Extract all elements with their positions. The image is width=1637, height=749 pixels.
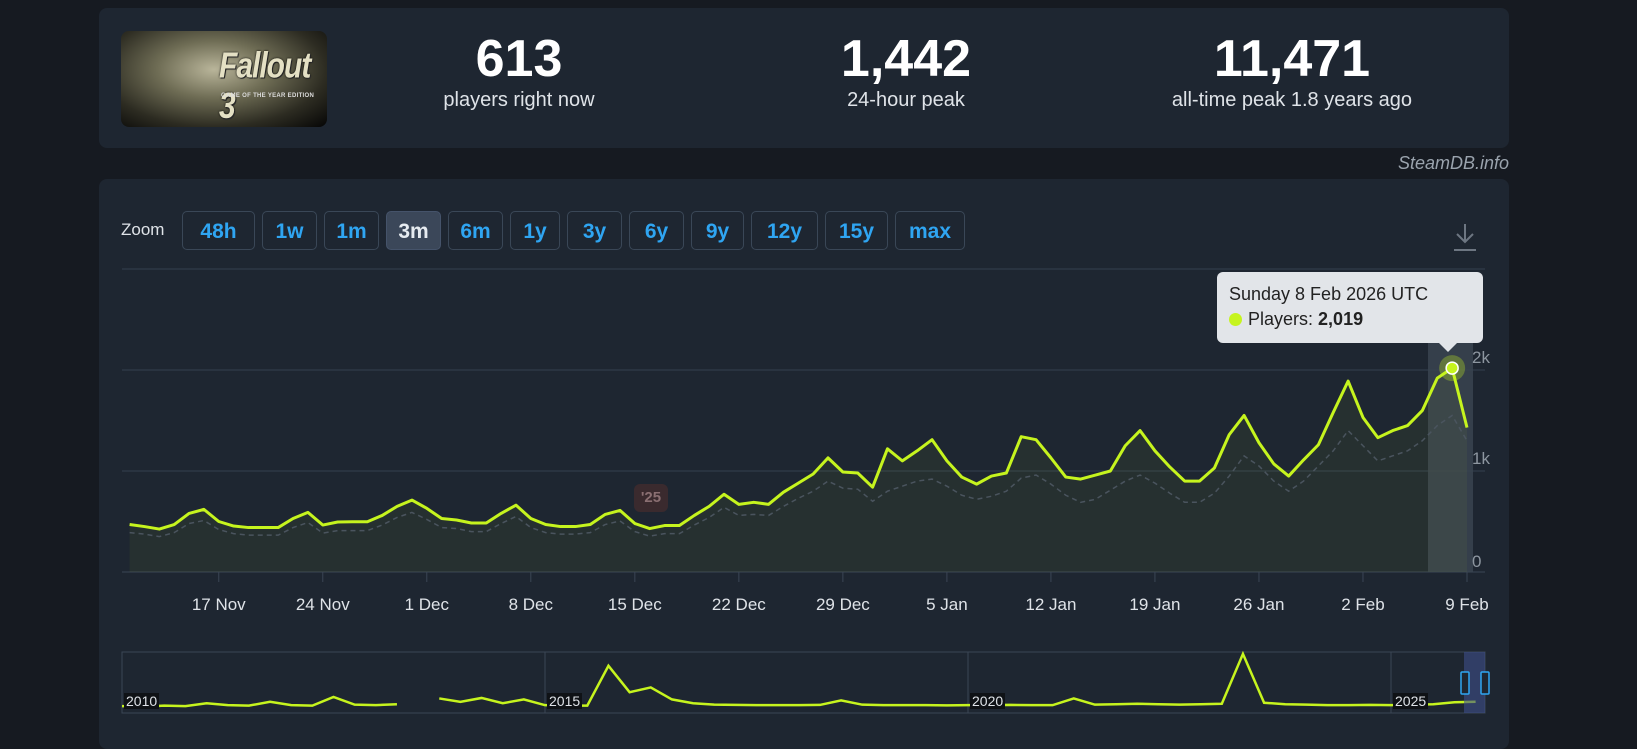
x-tick-label: 22 Dec (712, 595, 766, 615)
x-tick-label: 29 Dec (816, 595, 870, 615)
player-chart[interactable] (0, 0, 1637, 732)
highlight-point (1446, 362, 1458, 374)
x-tick-label: 12 Jan (1025, 595, 1076, 615)
x-tick-label: 8 Dec (509, 595, 553, 615)
x-tick-label: 5 Jan (926, 595, 968, 615)
y-tick-label: 0 (1472, 552, 1481, 572)
x-tick-label: 15 Dec (608, 595, 662, 615)
navigator-handle[interactable] (1461, 672, 1469, 694)
x-tick-label: 26 Jan (1233, 595, 1284, 615)
y-tick-label: 2k (1472, 348, 1490, 368)
navigator-year-label: 2020 (970, 693, 1005, 709)
x-tick-label: 1 Dec (405, 595, 449, 615)
players-area (130, 368, 1467, 572)
x-tick-label: 19 Jan (1129, 595, 1180, 615)
tooltip-value: 2,019 (1318, 309, 1363, 329)
year-marker: '25 (634, 484, 668, 512)
y-tick-label: 1k (1472, 449, 1490, 469)
navigator-year-label: 2025 (1393, 693, 1428, 709)
x-tick-label: 9 Feb (1445, 595, 1488, 615)
navigator-year-label: 2015 (547, 693, 582, 709)
tooltip-date: Sunday 8 Feb 2026 UTC (1229, 284, 1471, 305)
x-tick-label: 24 Nov (296, 595, 350, 615)
series-dot-icon (1229, 313, 1242, 326)
chart-tooltip: Sunday 8 Feb 2026 UTC Players: 2,019 (1217, 272, 1483, 343)
navigator-handle[interactable] (1481, 672, 1489, 694)
x-tick-label: 17 Nov (192, 595, 246, 615)
navigator-year-label: 2010 (124, 693, 159, 709)
tooltip-series-label: Players: (1248, 309, 1313, 329)
x-tick-label: 2 Feb (1341, 595, 1384, 615)
